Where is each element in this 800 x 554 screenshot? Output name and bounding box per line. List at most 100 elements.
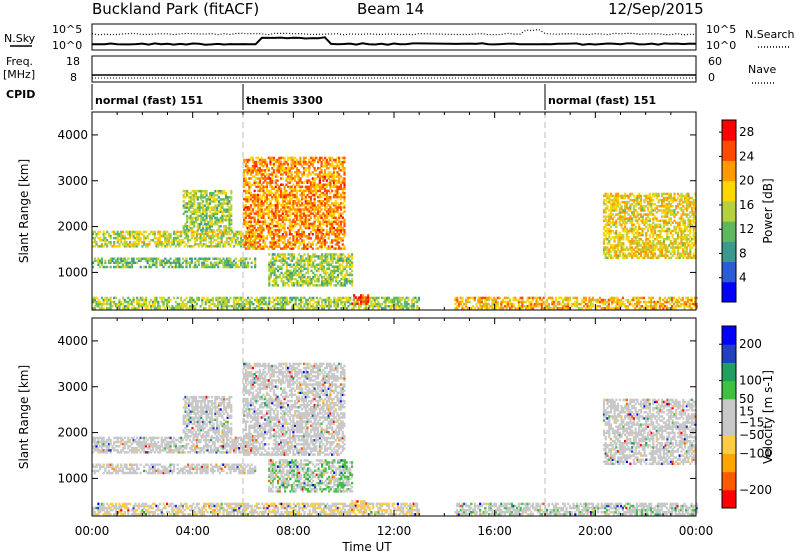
echo-cell: [311, 208, 314, 211]
echo-cell: [280, 253, 283, 256]
echo-cell: [417, 298, 421, 302]
echo-cell: [477, 307, 480, 310]
echo-cell: [244, 204, 247, 207]
echo-cell: [271, 167, 274, 170]
echo-cell: [335, 253, 338, 256]
echo-cell: [641, 231, 644, 235]
echo-cell: [602, 219, 606, 222]
echo-cell: [248, 305, 251, 308]
echo-cell: [169, 298, 172, 302]
echo-cell: [260, 187, 263, 191]
echo-cell: [319, 263, 322, 266]
echo-cell: [313, 239, 316, 242]
echo-cell: [643, 246, 646, 249]
echo-cell: [271, 175, 274, 178]
echo-cell: [503, 300, 506, 304]
echo-cell: [224, 196, 228, 199]
echo-cell: [308, 280, 311, 283]
echo-cell: [336, 208, 339, 211]
echo-cell: [294, 241, 297, 244]
echo-cell: [134, 236, 137, 240]
echo-cell: [276, 160, 279, 164]
echo-cell: [178, 234, 181, 238]
echo-cell: [264, 158, 267, 162]
echo-cell: [287, 167, 290, 170]
echo-cell: [280, 187, 283, 191]
echo-cell: [631, 256, 634, 260]
echo-cell: [195, 230, 199, 234]
echo-cell: [634, 242, 637, 245]
echo-cell: [148, 257, 151, 260]
echo-cell: [382, 300, 385, 304]
echo-cell: [461, 298, 464, 302]
echo-cell: [496, 296, 499, 300]
echo-cell: [267, 156, 270, 160]
echo-cell: [189, 218, 192, 222]
echo-cell: [342, 275, 345, 279]
echo-cell: [269, 193, 272, 197]
echo-cell: [306, 259, 310, 262]
echo-cell: [269, 179, 272, 182]
echo-cell: [228, 216, 231, 220]
echo-cell: [214, 222, 217, 226]
echo-cell: [245, 265, 248, 269]
echo-cell: [178, 245, 181, 248]
echo-cell: [622, 238, 625, 241]
echo-cell: [102, 232, 105, 236]
echo-cell: [227, 265, 230, 269]
echo-cell: [617, 236, 620, 239]
echo-cell: [130, 261, 133, 265]
echo-cell: [336, 179, 339, 182]
echo-cell: [327, 220, 330, 224]
echo-cell: [229, 259, 232, 263]
echo-cell: [277, 302, 280, 306]
echo-cell: [169, 232, 172, 236]
echo-cell: [535, 298, 538, 302]
echo-cell: [118, 298, 121, 302]
echo-cell: [107, 241, 111, 244]
echo-cell: [303, 267, 306, 271]
echo-cell: [313, 187, 316, 191]
echo-cell: [234, 307, 237, 310]
echo-cell: [351, 280, 354, 283]
echo-cell: [296, 282, 299, 285]
echo-cell: [269, 204, 272, 207]
echo-cell: [365, 300, 368, 303]
echo-cell: [674, 305, 677, 308]
echo-cell: [268, 253, 271, 256]
echo-cell: [250, 156, 253, 160]
echo-cell: [222, 234, 225, 238]
echo-cell: [204, 298, 207, 302]
echo-cell: [341, 156, 344, 160]
echo-cell: [317, 210, 320, 213]
echo-cell: [257, 241, 260, 244]
echo-cell: [287, 273, 290, 277]
echo-cell: [228, 225, 231, 228]
echo-cell: [321, 269, 324, 273]
echo-cell: [157, 257, 160, 260]
echo-cell: [338, 265, 341, 268]
echo-cell: [354, 305, 357, 308]
echo-cell: [396, 302, 399, 306]
echo-cell: [295, 191, 299, 195]
echo-cell: [194, 196, 198, 199]
echo-cell: [334, 210, 337, 213]
echo-cell: [456, 305, 459, 308]
echo-cell: [328, 273, 331, 277]
echo-cell: [236, 243, 239, 246]
echo-cell: [315, 300, 318, 304]
echo-cell: [359, 305, 362, 308]
echo-cell: [325, 175, 328, 178]
echo-cell: [164, 236, 167, 240]
echo-cell: [611, 302, 614, 306]
echo-cell: [643, 250, 646, 253]
echo-cell: [280, 261, 283, 264]
echo-cell: [324, 220, 327, 224]
echo-cell: [340, 269, 343, 273]
echo-cell: [281, 212, 284, 215]
echo-cell: [645, 240, 648, 243]
echo-cell: [341, 202, 344, 205]
echo-cell: [658, 298, 661, 302]
echo-cell: [315, 187, 318, 191]
echo-cell: [625, 231, 628, 235]
